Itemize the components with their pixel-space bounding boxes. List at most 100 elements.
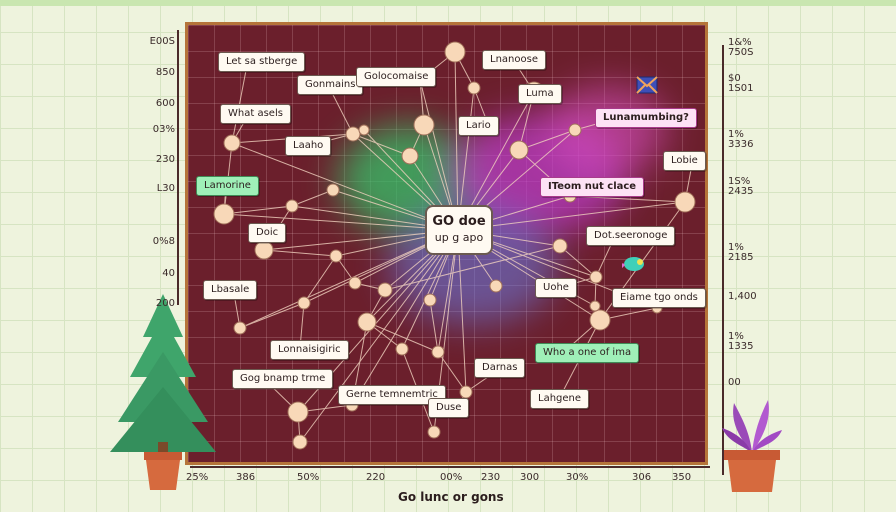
graph-node: [589, 309, 611, 331]
graph-node: [213, 203, 235, 225]
graph-node: [285, 199, 299, 213]
graph-node: [427, 425, 441, 439]
pine-tree-icon: [110, 294, 216, 490]
x-tick-label: 386: [236, 472, 256, 483]
node-label: Laaho: [285, 136, 332, 156]
node-label: Lonnaisigiric: [270, 340, 349, 360]
graph-node: [674, 191, 696, 213]
graph-node: [345, 126, 361, 142]
graph-node: [509, 140, 529, 160]
node-label: Doic: [248, 223, 287, 243]
graph-node: [423, 293, 437, 307]
graph-node: [223, 134, 241, 152]
left-tick-label: 40: [162, 268, 175, 279]
node-label: Gonmains: [297, 75, 364, 95]
x-tick-label: 50%: [297, 472, 320, 483]
x-tick-label: 00%: [440, 472, 463, 483]
left-axis-line: [177, 30, 179, 305]
right-tick-label: 1S% 2435: [728, 176, 754, 197]
x-tick-label: 25%: [186, 472, 209, 483]
edge: [263, 249, 337, 257]
left-tick-label: E00S: [149, 36, 175, 47]
top-band: [0, 0, 896, 6]
envelope-icon: [636, 76, 658, 94]
node-label: Let sa stberge: [218, 52, 306, 72]
edge: [454, 51, 459, 231]
edge: [351, 229, 459, 406]
right-axis-line: [722, 45, 724, 475]
graph-node: [254, 240, 274, 260]
x-tick-label: 230: [481, 472, 501, 483]
node-label: What asels: [220, 104, 291, 124]
left-tick-label: 200: [155, 298, 175, 309]
edge: [299, 229, 459, 443]
graph-node: [326, 183, 340, 197]
x-tick-label: 300: [520, 472, 540, 483]
edge: [223, 213, 459, 231]
edge: [457, 229, 467, 393]
node-label: Lnanoose: [482, 50, 546, 70]
left-tick-label: 600: [155, 98, 175, 109]
left-tick-label: 850: [155, 67, 175, 78]
edge: [437, 351, 467, 393]
pink-glow: [548, 85, 668, 175]
graph-node: [552, 238, 568, 254]
potted-plant-icon: [722, 400, 782, 492]
graph-node: [444, 41, 466, 63]
node-label: Lahgene: [530, 389, 590, 409]
right-tick-label: 1% 3336: [728, 129, 754, 150]
edge: [569, 195, 686, 203]
edge: [223, 205, 293, 215]
edge: [559, 245, 597, 278]
graph-node: [358, 124, 370, 136]
edge: [239, 302, 305, 329]
graph-node: [589, 300, 601, 312]
right-tick-label: 1,400: [728, 291, 757, 302]
node-label: Darnas: [474, 358, 526, 378]
edge: [231, 142, 459, 231]
right-tick-label: 00: [728, 377, 741, 388]
center-line-2: up g apo: [434, 231, 484, 244]
graph-node: [459, 385, 473, 399]
bottom-axis-line: [190, 466, 710, 468]
node-label: Gerne temnemtric: [338, 385, 446, 405]
x-tick-label: 220: [366, 472, 386, 483]
node-label: Eiame tgo onds: [612, 288, 706, 308]
center-node-label: GO doe up g apo: [425, 205, 493, 255]
x-tick-label: 30%: [566, 472, 589, 483]
graph-node: [431, 345, 445, 359]
x-tick-label: 350: [672, 472, 692, 483]
node-label: Luma: [518, 84, 562, 104]
edge: [518, 129, 576, 151]
graph-node: [292, 434, 308, 450]
edge: [366, 321, 439, 353]
node-label: Who a one of ima: [535, 343, 640, 363]
node-label: Dot.seeronoge: [586, 226, 676, 246]
node-label: Lbasale: [203, 280, 258, 300]
graph-node: [348, 276, 362, 290]
edge: [303, 255, 337, 304]
node-label: Duse: [428, 398, 470, 418]
right-tick-label: $0 1S01: [728, 73, 754, 94]
graph-node: [568, 123, 582, 137]
node-label: Golocomaise: [356, 67, 437, 87]
right-tick-label: 1&% 750S: [728, 37, 754, 58]
left-tick-label: L30: [156, 183, 175, 194]
node-label: ITeom nut clace: [540, 177, 645, 197]
edge: [429, 299, 439, 353]
graph-node: [287, 401, 309, 423]
right-tick-label: 1% 1335: [728, 331, 754, 352]
graph-node: [489, 279, 503, 293]
x-tick-label: 306: [632, 472, 652, 483]
graph-node: [413, 114, 435, 136]
graph-node: [395, 342, 409, 356]
x-axis-title: Go lunc or gons: [398, 490, 504, 504]
edge: [384, 245, 561, 291]
bird-icon: [622, 257, 644, 271]
graph-node: [233, 321, 247, 335]
node-label: Gog bnamp trme: [232, 369, 334, 389]
graph-node: [401, 147, 419, 165]
left-tick-label: 03%: [152, 124, 175, 135]
node-label: Uohe: [535, 278, 577, 298]
graph-node: [377, 282, 393, 298]
